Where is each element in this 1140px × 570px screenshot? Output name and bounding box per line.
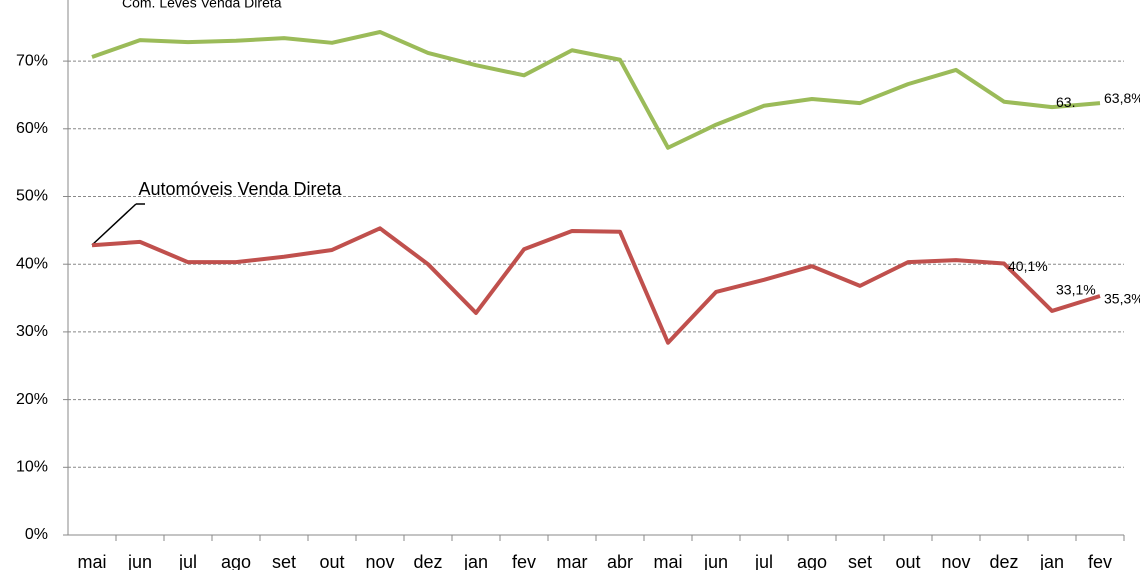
series-line — [91, 29, 1101, 150]
y-tick-label: 20% — [16, 391, 48, 408]
y-tick-label: 70% — [16, 52, 48, 69]
x-tick-label: out — [895, 552, 920, 570]
x-tick-label: abr — [607, 552, 633, 570]
y-tick-label: 50% — [16, 188, 48, 205]
x-tick-label: jan — [463, 552, 488, 570]
data-label: 33,1% — [1056, 282, 1096, 298]
y-tick-label: 10% — [16, 459, 48, 476]
x-tick-label: jan — [1039, 552, 1064, 570]
data-label: 35,3% — [1104, 291, 1140, 307]
x-tick-label: jul — [178, 552, 197, 570]
x-tick-label: mar — [557, 552, 588, 570]
data-label: 40,1% — [1008, 258, 1048, 274]
x-tick-label: set — [272, 552, 296, 570]
x-tick-label: ago — [797, 552, 827, 570]
x-tick-label: jul — [754, 552, 773, 570]
x-tick-label: fev — [512, 552, 536, 570]
y-tick-label: 60% — [16, 120, 48, 137]
x-tick-label: fev — [1088, 552, 1112, 570]
x-tick-label: mai — [77, 552, 106, 570]
x-tick-label: jun — [127, 552, 152, 570]
data-label: 63,8% — [1104, 90, 1140, 106]
x-tick-label: dez — [413, 552, 442, 570]
data-label: 63. — [1056, 94, 1075, 110]
series-line — [91, 226, 1101, 345]
leader-line — [91, 203, 137, 246]
series-label: Automóveis Venda Direta — [138, 179, 342, 199]
series-label-box: Automóveis Venda Direta — [138, 179, 342, 199]
x-tick-label: mai — [653, 552, 682, 570]
x-tick-label: set — [848, 552, 872, 570]
y-tick-label: 0% — [25, 526, 48, 543]
y-tick-label: 40% — [16, 255, 48, 272]
x-tick-label: ago — [221, 552, 251, 570]
x-tick-label: jun — [703, 552, 728, 570]
y-tick-label: 30% — [16, 323, 48, 340]
x-tick-label: dez — [989, 552, 1018, 570]
series-label: Com. Leves Venda Direta — [122, 0, 282, 11]
x-tick-label: nov — [365, 552, 394, 570]
x-tick-label: out — [319, 552, 344, 570]
x-tick-label: nov — [941, 552, 970, 570]
